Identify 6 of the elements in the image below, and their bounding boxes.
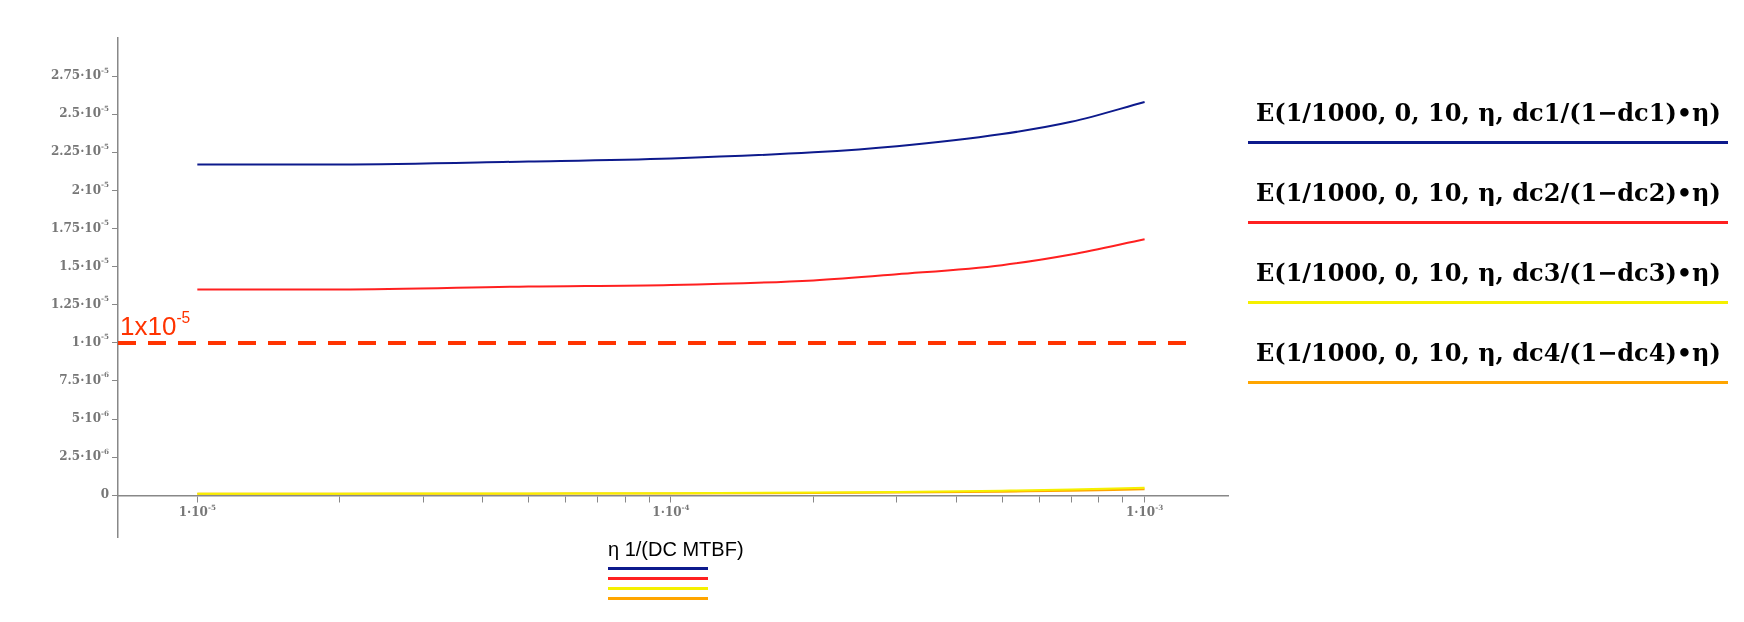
y-tick-label: 0 xyxy=(100,487,110,502)
text: E(1/1000, 0, 10, η, dc4/(1−dc4)•η) xyxy=(1255,338,1722,369)
text: E(1/1000, 0, 10, η, dc1/(1−dc1)•η) xyxy=(1255,98,1722,129)
text: E(1/1000, 0, 10, η, dc3/(1−dc3)•η) xyxy=(1255,258,1722,289)
x-axis-title: η 1/(DC MTBF) xyxy=(608,538,745,561)
text: E(1/1000, 0, 10, η, dc2/(1−dc2)•η) xyxy=(1255,178,1722,209)
